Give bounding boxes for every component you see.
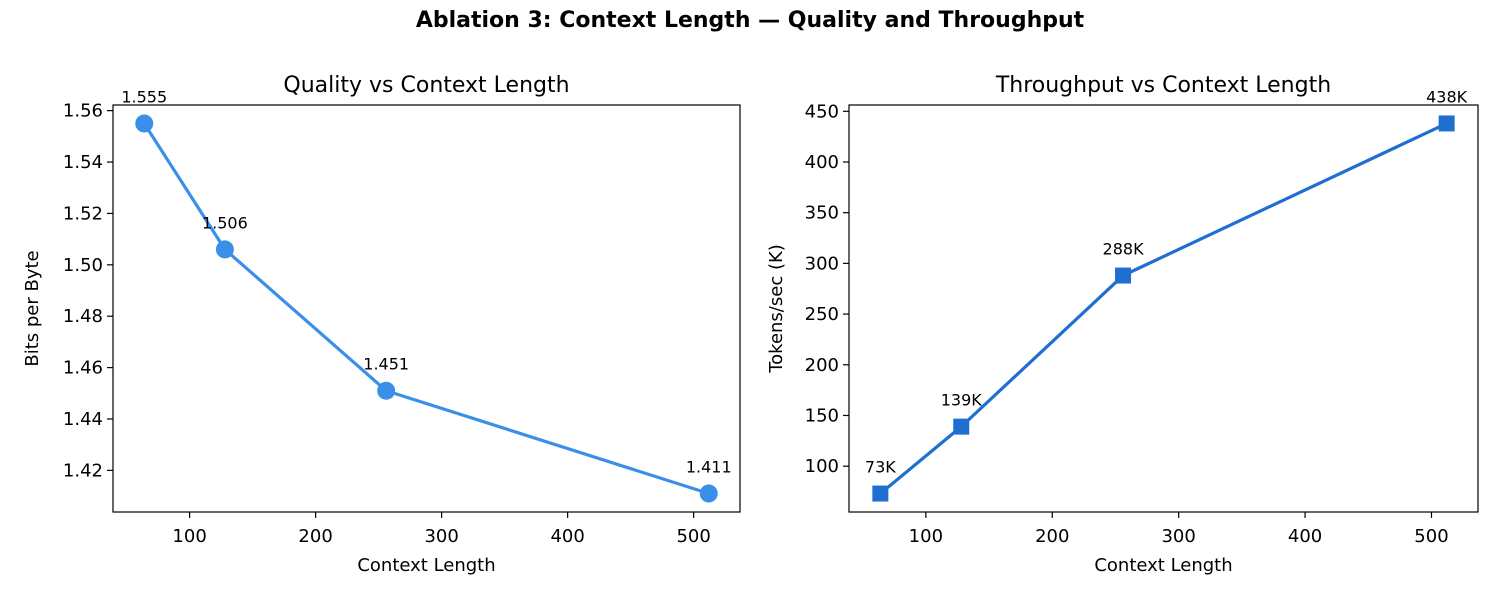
quality-x-tick-label: 300 — [424, 526, 458, 547]
quality-x-tick-label: 400 — [550, 526, 584, 547]
quality-y-axis-label: Bits per Byte — [22, 250, 43, 366]
quality-chart-title: Quality vs Context Length — [283, 73, 569, 98]
quality-data-point — [377, 381, 396, 400]
throughput-x-tick-label: 400 — [1288, 526, 1322, 547]
throughput-data-label: 139K — [941, 391, 983, 410]
figure-title: Ablation 3: Context Length — Quality and… — [415, 8, 1085, 33]
throughput-x-axis-label: Context Length — [1094, 555, 1232, 576]
quality-y-tick-label: 1.48 — [63, 306, 103, 327]
throughput-x-tick-label: 200 — [1035, 526, 1069, 547]
quality-y-tick-label: 1.44 — [63, 409, 103, 430]
throughput-plot-frame — [848, 104, 1479, 513]
throughput-chart: Throughput vs Context Length 100 200 300 400… — [766, 73, 1479, 576]
throughput-y-tick-label: 100 — [805, 456, 839, 477]
throughput-y-tick-label: 350 — [805, 203, 839, 224]
quality-y-tick-label: 1.42 — [63, 460, 103, 481]
quality-data-point — [699, 484, 718, 503]
quality-x-tick-label: 200 — [298, 526, 332, 547]
throughput-y-tick-label: 200 — [805, 355, 839, 376]
throughput-y-tick-label: 400 — [805, 152, 839, 173]
throughput-y-tick-label: 250 — [805, 304, 839, 325]
quality-data-label: 1.506 — [202, 213, 248, 232]
quality-y-tick-label: 1.56 — [63, 101, 103, 122]
quality-series-line — [142, 122, 710, 496]
throughput-data-label: 438K — [1426, 87, 1468, 106]
throughput-data-label: 73K — [865, 458, 896, 477]
throughput-chart-title: Throughput vs Context Length — [995, 73, 1331, 98]
throughput-x-tick-label: 500 — [1414, 526, 1448, 547]
quality-y-tick-label: 1.54 — [63, 152, 103, 173]
quality-x-axis-label: Context Length — [357, 555, 495, 576]
throughput-y-axis-label: Tokens/sec (K) — [766, 244, 787, 374]
throughput-data-point — [953, 418, 970, 435]
throughput-x-tick-label: 100 — [909, 526, 943, 547]
throughput-y-tick-label: 450 — [805, 101, 839, 122]
quality-y-tick-label: 1.50 — [63, 255, 103, 276]
throughput-series-line — [879, 122, 1448, 495]
throughput-data-point — [872, 485, 889, 502]
quality-y-tick-label: 1.52 — [63, 203, 103, 224]
quality-data-point — [135, 114, 154, 133]
quality-x-tick-label: 100 — [172, 526, 206, 547]
quality-x-tick-label: 500 — [676, 526, 710, 547]
quality-plot-frame — [112, 104, 741, 513]
throughput-y-tick-label: 150 — [805, 405, 839, 426]
throughput-data-point — [1438, 115, 1455, 132]
throughput-data-label: 288K — [1103, 240, 1145, 259]
throughput-y-tick-label: 300 — [805, 253, 839, 274]
throughput-data-point — [1115, 267, 1132, 284]
quality-data-label: 1.555 — [121, 88, 167, 107]
quality-chart: Quality vs Context Length 100 200 300 400 500… — [22, 73, 741, 576]
quality-data-point — [215, 240, 234, 259]
throughput-x-tick-label: 300 — [1161, 526, 1195, 547]
quality-data-label: 1.411 — [686, 458, 732, 477]
quality-y-tick-label: 1.46 — [63, 358, 103, 379]
quality-data-label: 1.451 — [363, 355, 409, 374]
